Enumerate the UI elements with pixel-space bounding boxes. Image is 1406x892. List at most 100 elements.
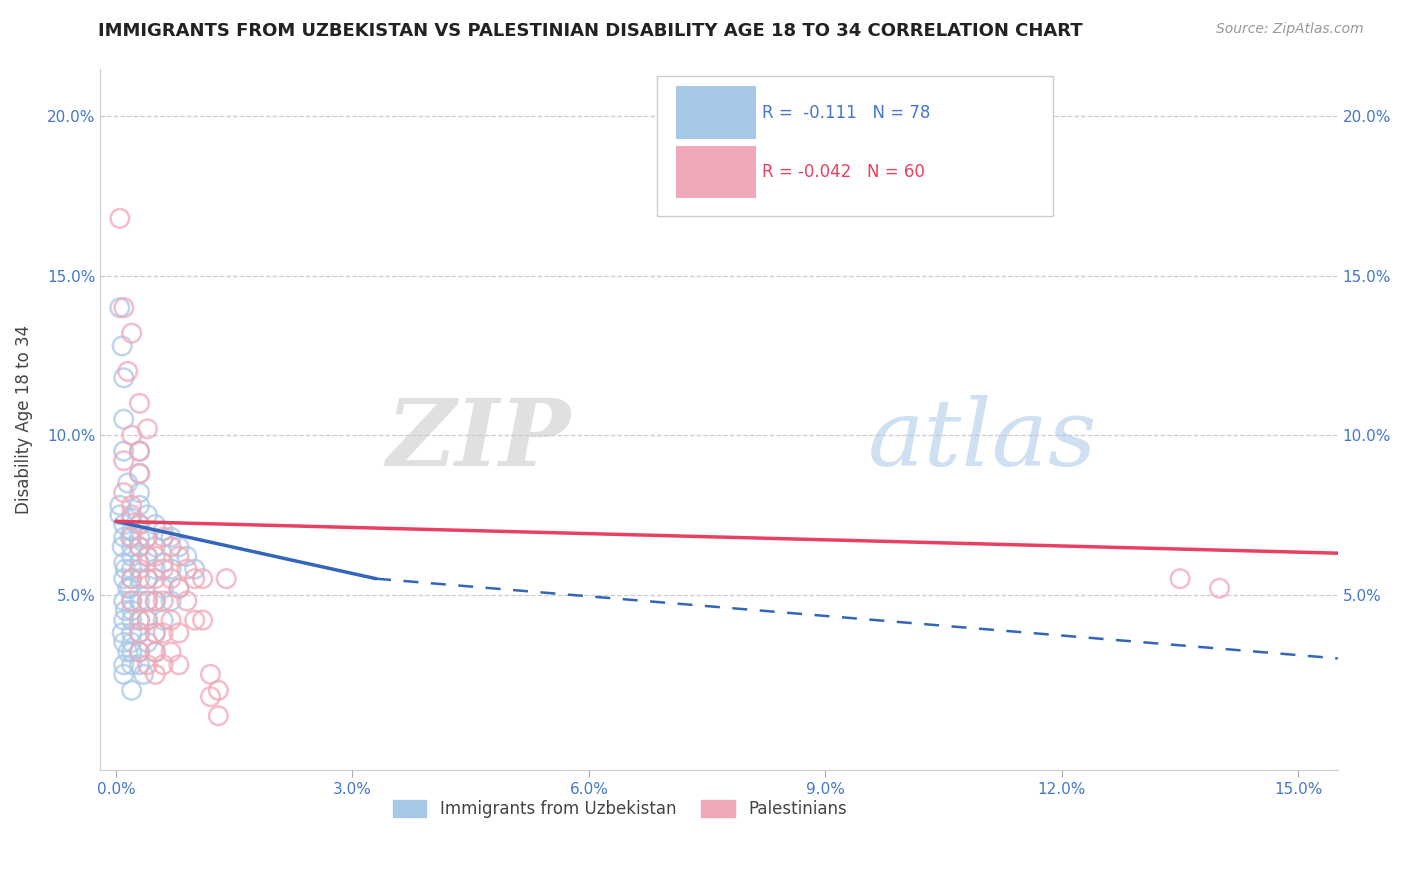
Point [112, 485, 135, 500]
Point [143, 540, 166, 554]
Point [128, 657, 150, 672]
Point [136, 422, 159, 436]
Text: R =  -0.111   N = 78: R = -0.111 N = 78 [762, 103, 931, 121]
FancyBboxPatch shape [676, 145, 756, 198]
Point [200, 667, 222, 681]
Point [136, 530, 159, 544]
Point [128, 594, 150, 608]
Point [167, 626, 190, 640]
Point [200, 690, 222, 704]
Point [160, 572, 183, 586]
Point [128, 517, 150, 532]
Point [128, 540, 150, 554]
Point [183, 562, 205, 576]
Point [121, 603, 143, 617]
Point [128, 467, 150, 481]
Legend: Immigrants from Uzbekistan, Palestinians: Immigrants from Uzbekistan, Palestinians [387, 793, 853, 825]
Point [121, 594, 143, 608]
Point [121, 683, 143, 698]
Point [1168, 572, 1191, 586]
Point [117, 645, 139, 659]
Point [143, 626, 166, 640]
Point [191, 613, 214, 627]
Point [136, 613, 159, 627]
Point [128, 485, 150, 500]
Point [136, 572, 159, 586]
Point [128, 572, 150, 586]
Point [176, 549, 198, 564]
Point [183, 613, 205, 627]
Point [167, 540, 190, 554]
Point [191, 572, 214, 586]
Point [143, 594, 166, 608]
Point [167, 581, 190, 595]
Point [112, 444, 135, 458]
Point [121, 540, 143, 554]
FancyBboxPatch shape [657, 76, 1053, 216]
Point [117, 364, 139, 378]
Point [128, 626, 150, 640]
Point [121, 428, 143, 442]
Point [152, 530, 174, 544]
Point [136, 594, 159, 608]
Point [128, 467, 150, 481]
Point [215, 572, 238, 586]
Point [136, 657, 159, 672]
Point [143, 517, 166, 532]
Point [128, 499, 150, 513]
Point [136, 508, 159, 522]
Point [132, 667, 155, 681]
Point [114, 562, 136, 576]
Point [128, 613, 150, 627]
Point [112, 517, 135, 532]
Point [108, 508, 131, 522]
Point [112, 635, 135, 649]
Point [121, 326, 143, 341]
Point [112, 657, 135, 672]
Text: Source: ZipAtlas.com: Source: ZipAtlas.com [1216, 22, 1364, 37]
Point [152, 594, 174, 608]
Point [136, 594, 159, 608]
Point [121, 645, 143, 659]
Point [143, 667, 166, 681]
Point [183, 572, 205, 586]
Point [117, 581, 139, 595]
Point [1208, 581, 1230, 595]
Text: R = -0.042   N = 60: R = -0.042 N = 60 [762, 163, 925, 181]
Point [121, 549, 143, 564]
Point [160, 645, 183, 659]
Point [143, 594, 166, 608]
Y-axis label: Disability Age 18 to 34: Disability Age 18 to 34 [15, 325, 32, 514]
Point [128, 540, 150, 554]
Point [112, 530, 135, 544]
Point [160, 613, 183, 627]
Point [160, 562, 183, 576]
Point [136, 549, 159, 564]
Point [160, 594, 183, 608]
Point [143, 549, 166, 564]
Point [120, 581, 142, 595]
Point [136, 572, 159, 586]
Point [121, 657, 143, 672]
Point [176, 562, 198, 576]
Point [160, 530, 183, 544]
Point [121, 511, 143, 525]
Point [128, 626, 150, 640]
Point [176, 594, 198, 608]
FancyBboxPatch shape [676, 86, 756, 138]
Point [112, 613, 135, 627]
Point [207, 683, 229, 698]
Point [108, 301, 131, 315]
Point [121, 626, 143, 640]
Point [108, 211, 131, 226]
Point [128, 645, 150, 659]
Point [160, 540, 183, 554]
Point [128, 444, 150, 458]
Point [111, 540, 134, 554]
Point [167, 657, 190, 672]
Point [108, 499, 131, 513]
Point [112, 594, 135, 608]
Point [143, 572, 166, 586]
Point [120, 530, 142, 544]
Point [114, 603, 136, 617]
